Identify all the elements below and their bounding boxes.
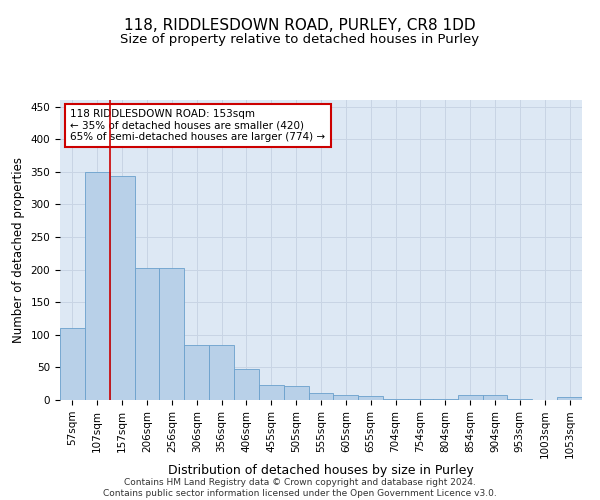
Bar [433,398,458,400]
Bar [334,395,358,400]
Text: 118, RIDDLESDOWN ROAD, PURLEY, CR8 1DD: 118, RIDDLESDOWN ROAD, PURLEY, CR8 1DD [124,18,476,32]
Bar [308,394,334,400]
Bar [85,172,110,400]
Bar [134,268,160,400]
Text: Size of property relative to detached houses in Purley: Size of property relative to detached ho… [121,32,479,46]
Bar [160,268,184,400]
Bar [259,385,284,400]
Bar [557,398,582,400]
Y-axis label: Number of detached properties: Number of detached properties [12,157,25,343]
X-axis label: Distribution of detached houses by size in Purley: Distribution of detached houses by size … [168,464,474,477]
Bar [284,386,308,400]
Bar [408,398,433,400]
Bar [184,345,209,400]
Bar [234,370,259,400]
Bar [383,398,408,400]
Bar [209,345,234,400]
Bar [60,328,85,400]
Bar [358,396,383,400]
Bar [508,398,532,400]
Text: Contains HM Land Registry data © Crown copyright and database right 2024.
Contai: Contains HM Land Registry data © Crown c… [103,478,497,498]
Text: 118 RIDDLESDOWN ROAD: 153sqm
← 35% of detached houses are smaller (420)
65% of s: 118 RIDDLESDOWN ROAD: 153sqm ← 35% of de… [70,109,326,142]
Bar [458,395,482,400]
Bar [110,176,134,400]
Bar [482,395,508,400]
